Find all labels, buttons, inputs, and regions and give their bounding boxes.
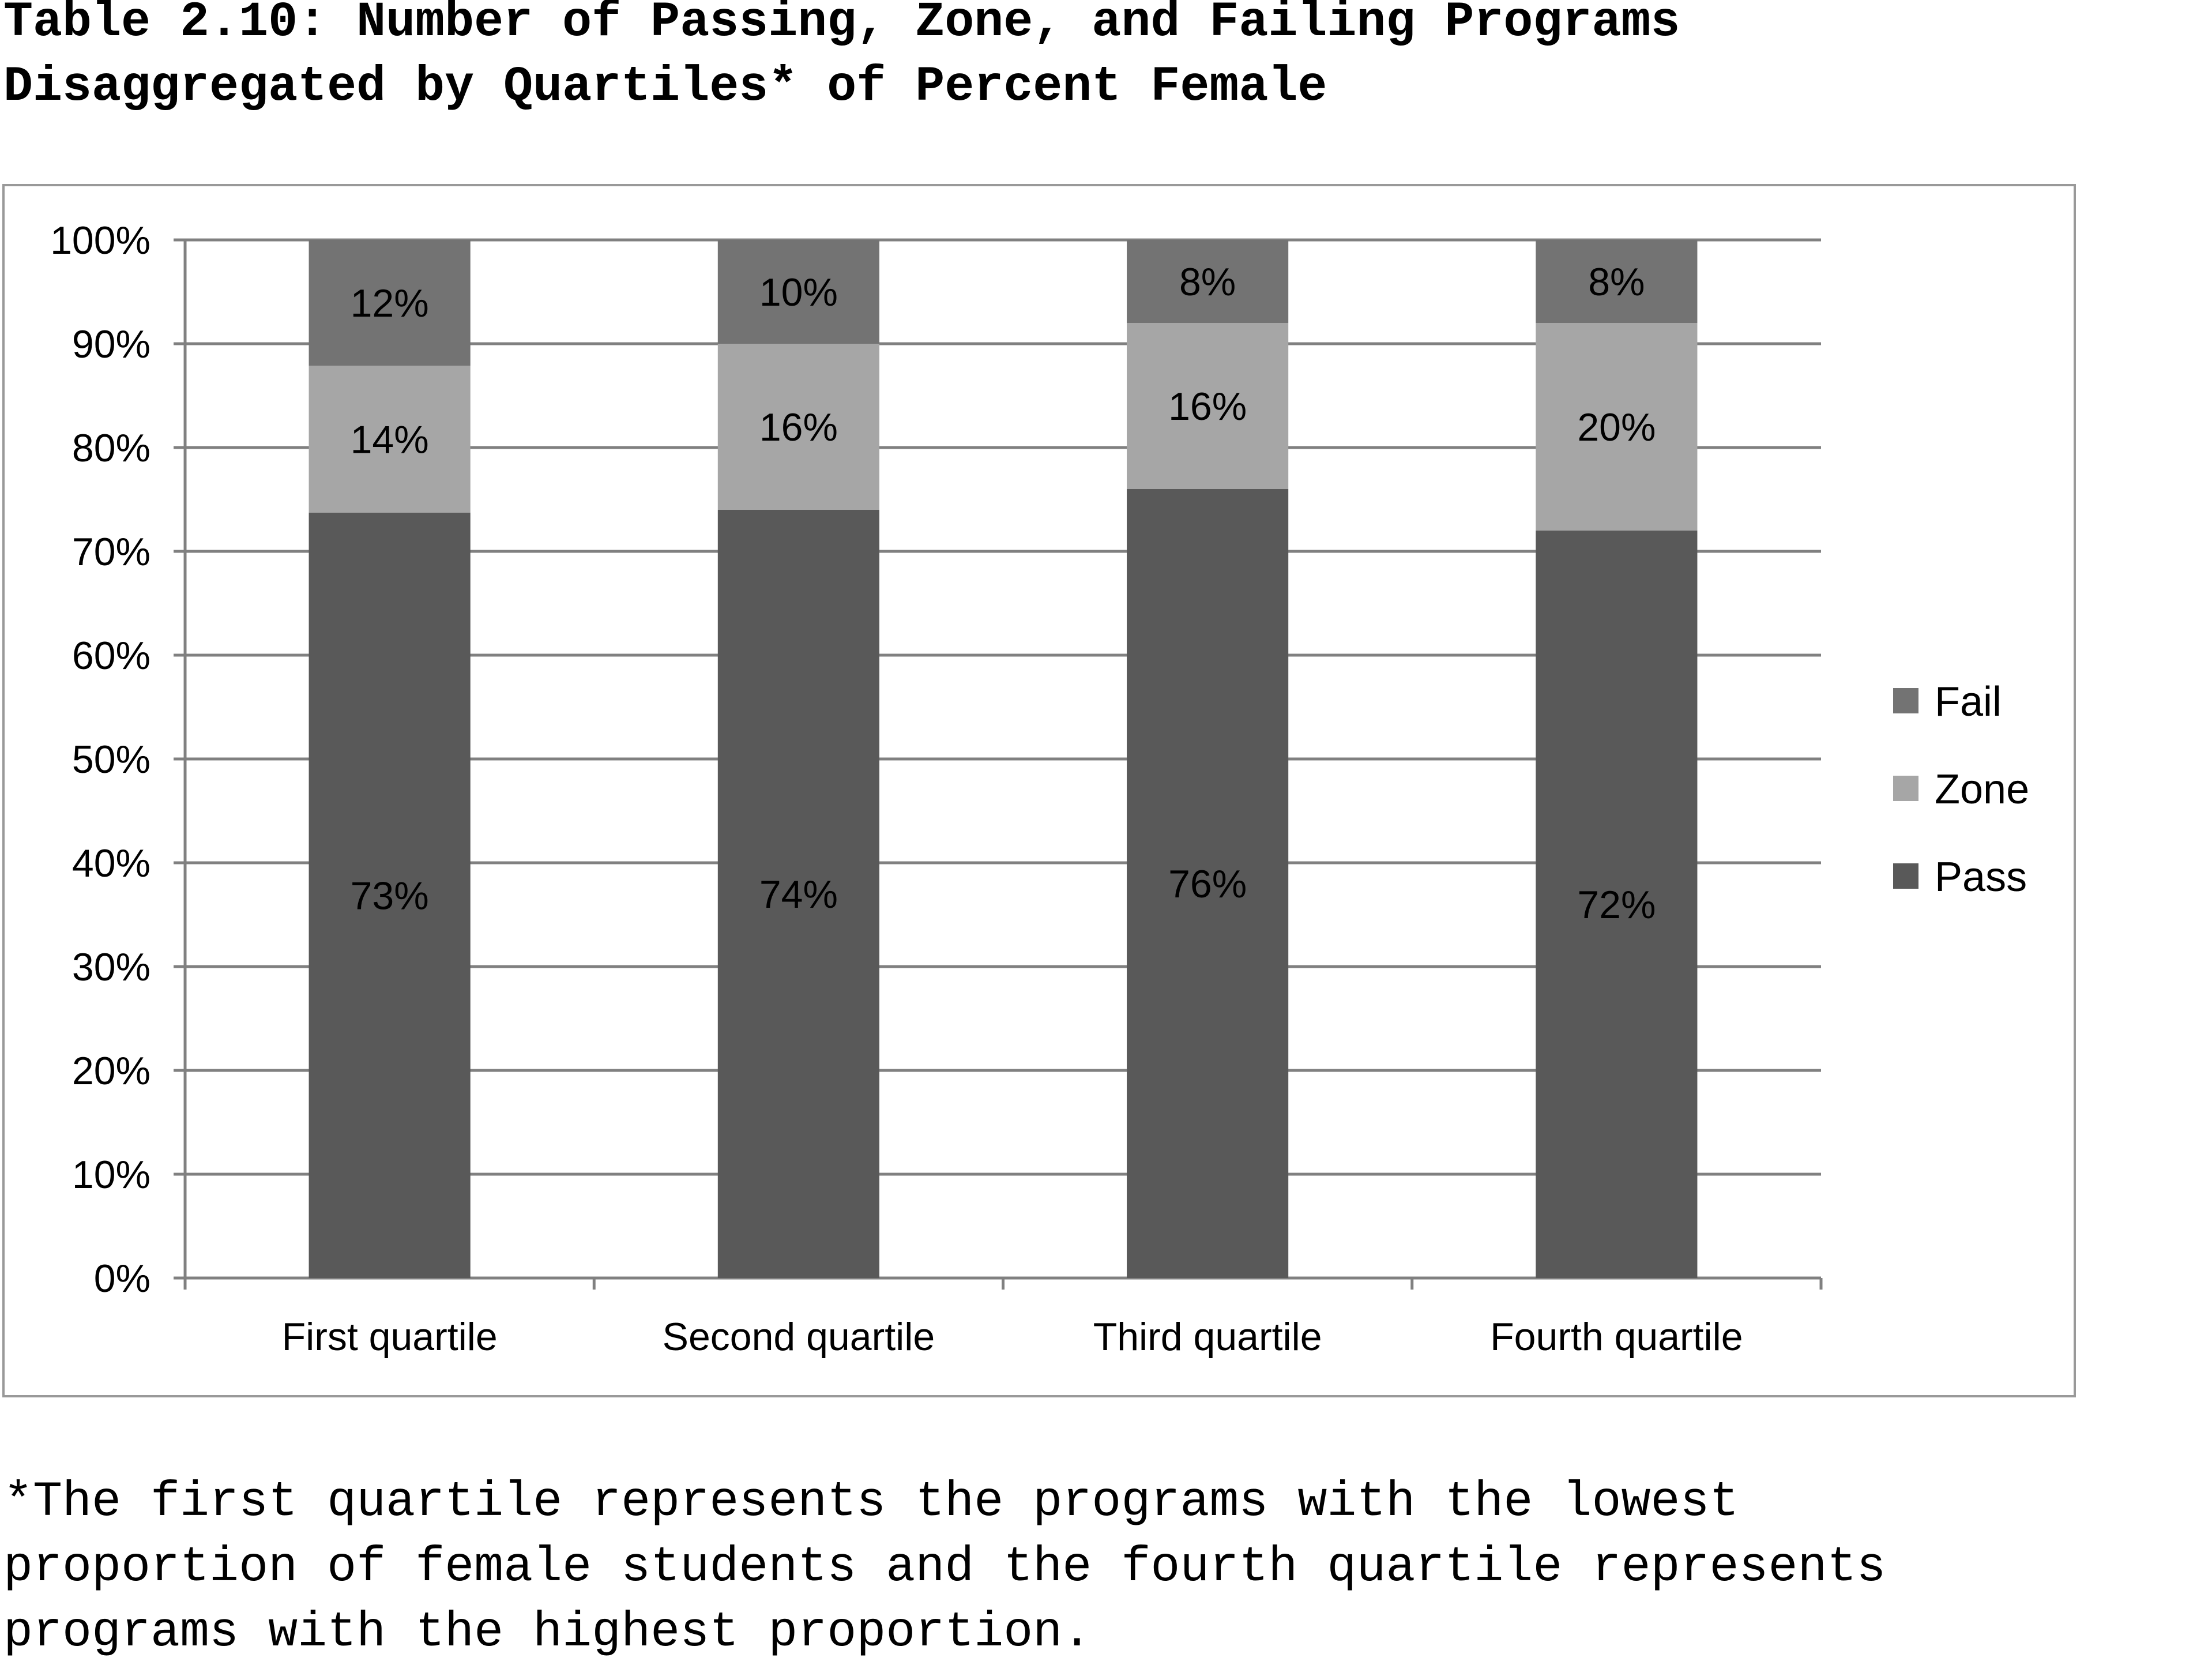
x-tick-label: Second quartile: [663, 1315, 935, 1359]
y-tick-label: 40%: [72, 841, 151, 885]
bar-segment-zone: [1127, 323, 1289, 489]
data-label-fail: 8%: [1179, 260, 1236, 304]
y-tick-label: 80%: [72, 426, 151, 470]
y-tick-label: 100%: [50, 219, 151, 262]
data-label-zone: 14%: [351, 418, 429, 461]
chart-area: 0% 10% 20% 30% 40% 50% 60% 70% 80% 90% 100% 73% 14% 1…: [2, 184, 2076, 1397]
bar-segment-zone: [1536, 323, 1698, 531]
stacked-bar-chart: 0% 10% 20% 30% 40% 50% 60% 70% 80% 90% 100% 73% 14% 1…: [50, 219, 2029, 1359]
bar-segment-fail: [1536, 240, 1698, 323]
legend-swatch-zone: [1893, 776, 1918, 801]
bar-segment-zone: [717, 344, 879, 510]
data-label-pass: 73%: [351, 874, 429, 918]
data-label-zone: 16%: [759, 405, 838, 449]
data-label-pass: 72%: [1577, 883, 1656, 927]
footnote-line-1: *The first quartile represents the progr…: [3, 1474, 1739, 1530]
x-tick-label: Third quartile: [1093, 1315, 1322, 1359]
bar-segment-fail: [1127, 240, 1289, 323]
footnote-line-3: programs with the highest proportion.: [3, 1604, 1092, 1660]
data-label-fail: 10%: [759, 270, 838, 314]
chart-title-line-2: Disaggregated by Quartiles* of Percent F…: [3, 59, 1327, 115]
y-tick-label: 70%: [72, 530, 151, 574]
legend-swatch-pass: [1893, 863, 1918, 889]
chart-title-line-1: Table 2.10: Number of Passing, Zone, and…: [3, 0, 1680, 50]
y-tick-label: 0%: [94, 1257, 151, 1301]
y-tick-label: 90%: [72, 322, 151, 366]
bar-segment-pass: [717, 510, 879, 1278]
data-label-zone: 16%: [1168, 385, 1247, 429]
y-tick-label: 10%: [72, 1153, 151, 1197]
y-tick-label: 50%: [72, 738, 151, 781]
data-label-fail: 8%: [1588, 260, 1645, 304]
x-tick-label: First quartile: [282, 1315, 498, 1359]
y-tick-label: 20%: [72, 1049, 151, 1093]
legend-label-pass: Pass: [1935, 854, 2027, 900]
bar-segment-pass: [1127, 489, 1289, 1278]
legend-label-zone: Zone: [1935, 766, 2029, 813]
y-tick-label: 30%: [72, 945, 151, 989]
data-label-pass: 76%: [1168, 862, 1247, 906]
data-label-fail: 12%: [351, 281, 429, 325]
data-label-zone: 20%: [1577, 405, 1656, 449]
bar-segment-fail: [309, 240, 471, 366]
legend-swatch-fail: [1893, 688, 1918, 713]
legend-label-fail: Fail: [1935, 679, 2002, 725]
footnote-line-2: proportion of female students and the fo…: [3, 1539, 1886, 1595]
bar-segment-zone: [309, 366, 471, 513]
bar-segment-pass: [309, 512, 471, 1278]
bar-segment-pass: [1536, 531, 1698, 1278]
x-tick-label: Fourth quartile: [1490, 1315, 1743, 1359]
bar-segment-fail: [717, 240, 879, 344]
y-tick-label: 60%: [72, 634, 151, 678]
data-label-pass: 74%: [759, 873, 838, 916]
